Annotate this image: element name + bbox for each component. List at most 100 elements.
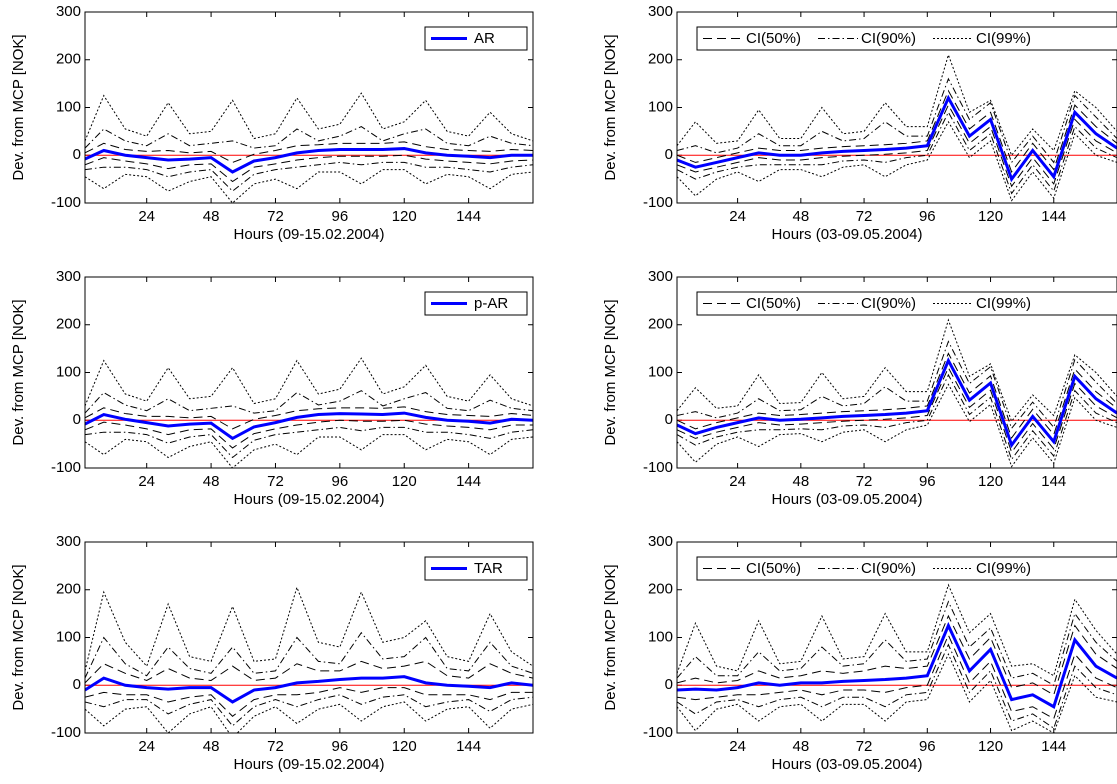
x-tick-label: 96 (919, 473, 936, 490)
ci-line (677, 340, 1117, 430)
legend-box (696, 556, 1117, 581)
ci-line (677, 583, 1117, 677)
ci-line (677, 352, 1117, 439)
legend-label: CI(90%) (861, 30, 916, 47)
x-axis-label: Hours (03-09.05.2004) (772, 491, 923, 508)
y-axis-label: Dev. from MCP [NOK] (602, 299, 619, 445)
y-tick-label: 300 (56, 3, 81, 20)
y-tick-label: 0 (73, 676, 81, 693)
x-tick-label: 120 (392, 738, 417, 755)
legend-box (424, 26, 528, 51)
x-tick-label: 120 (392, 473, 417, 490)
y-axis-label: Dev. from MCP [NOK] (602, 564, 619, 710)
x-tick-label: 72 (856, 208, 873, 225)
x-tick-label: 24 (729, 473, 746, 490)
x-tick-label: 96 (332, 208, 349, 225)
legend-label: CI(50%) (746, 560, 801, 577)
x-axis-label: Hours (03-09.05.2004) (772, 756, 923, 773)
legend-label: AR (474, 30, 495, 47)
y-tick-label: 100 (56, 98, 81, 115)
x-tick-label: 96 (332, 738, 349, 755)
x-tick-label: 24 (138, 208, 155, 225)
ci-line (677, 77, 1117, 164)
y-tick-label: -100 (51, 194, 81, 211)
ci-line (677, 366, 1117, 454)
x-tick-label: 120 (978, 208, 1003, 225)
legend-box (424, 556, 528, 581)
y-tick-label: 0 (665, 146, 673, 163)
axes-box (676, 276, 1117, 469)
ci-line (85, 694, 533, 727)
x-tick-label: 72 (267, 208, 284, 225)
ci-line (677, 373, 1117, 461)
y-axis-label: Dev. from MCP [NOK] (10, 564, 27, 710)
y-tick-label: -100 (51, 459, 81, 476)
x-tick-label: 96 (919, 738, 936, 755)
y-tick-label: 200 (648, 581, 673, 598)
x-tick-label: 144 (456, 738, 481, 755)
x-tick-label: 72 (267, 738, 284, 755)
x-tick-label: 48 (792, 473, 809, 490)
ci-line (677, 111, 1117, 195)
x-tick-label: 24 (729, 208, 746, 225)
y-axis-label: Dev. from MCP [NOK] (602, 34, 619, 180)
x-axis-label: Hours (09-15.02.2004) (234, 226, 385, 243)
ci-line (677, 600, 1117, 686)
ci-line (677, 89, 1117, 174)
ci-line (85, 126, 533, 149)
y-tick-label: 100 (648, 98, 673, 115)
x-tick-label: 120 (978, 473, 1003, 490)
ci-line (85, 92, 533, 142)
x-axis-label: Hours (09-15.02.2004) (234, 491, 385, 508)
x-tick-label: 96 (919, 208, 936, 225)
x-tick-label: 144 (456, 208, 481, 225)
legend-label: CI(90%) (861, 295, 916, 312)
x-tick-label: 120 (978, 738, 1003, 755)
series-line (85, 411, 533, 441)
x-tick-label: 48 (203, 738, 220, 755)
y-tick-label: 200 (648, 51, 673, 68)
y-tick-label: -100 (51, 724, 81, 741)
ci-line (85, 161, 533, 192)
x-tick-label: 144 (456, 473, 481, 490)
ci-line (85, 169, 533, 203)
ci-line (677, 53, 1117, 157)
ci-line (677, 383, 1117, 468)
ci-line (677, 633, 1117, 720)
y-tick-label: 300 (648, 533, 673, 550)
legend-box (424, 291, 528, 316)
ci-line (677, 104, 1117, 188)
x-tick-label: 144 (1041, 208, 1066, 225)
y-tick-label: 300 (648, 268, 673, 285)
ci-line (85, 701, 533, 733)
legend-label: CI(99%) (976, 30, 1031, 47)
legend-label: CI(50%) (746, 30, 801, 47)
x-tick-label: 48 (792, 208, 809, 225)
y-tick-label: 300 (648, 3, 673, 20)
x-tick-label: 24 (138, 473, 155, 490)
series-line (677, 621, 1117, 709)
y-axis-label: Dev. from MCP [NOK] (10, 299, 27, 445)
axes-box (84, 541, 534, 734)
y-tick-label: 300 (56, 533, 81, 550)
ci-line (85, 357, 533, 407)
axes-box (676, 541, 1117, 734)
series-line (85, 147, 533, 174)
y-axis-label: Dev. from MCP [NOK] (10, 34, 27, 180)
y-tick-label: 100 (648, 628, 673, 645)
y-tick-label: 0 (73, 146, 81, 163)
ci-line (677, 120, 1117, 202)
legend-label: p-AR (474, 295, 508, 312)
legend-box (696, 26, 1117, 51)
x-tick-label: 120 (392, 208, 417, 225)
ci-line (85, 406, 533, 430)
y-tick-label: 200 (648, 316, 673, 333)
y-tick-label: 300 (56, 268, 81, 285)
y-tick-label: 200 (56, 316, 81, 333)
axes-box (84, 276, 534, 469)
ci-line (677, 643, 1117, 730)
y-tick-label: 0 (665, 411, 673, 428)
y-tick-label: 0 (665, 676, 673, 693)
y-tick-label: 200 (56, 51, 81, 68)
legend-label: CI(50%) (746, 295, 801, 312)
